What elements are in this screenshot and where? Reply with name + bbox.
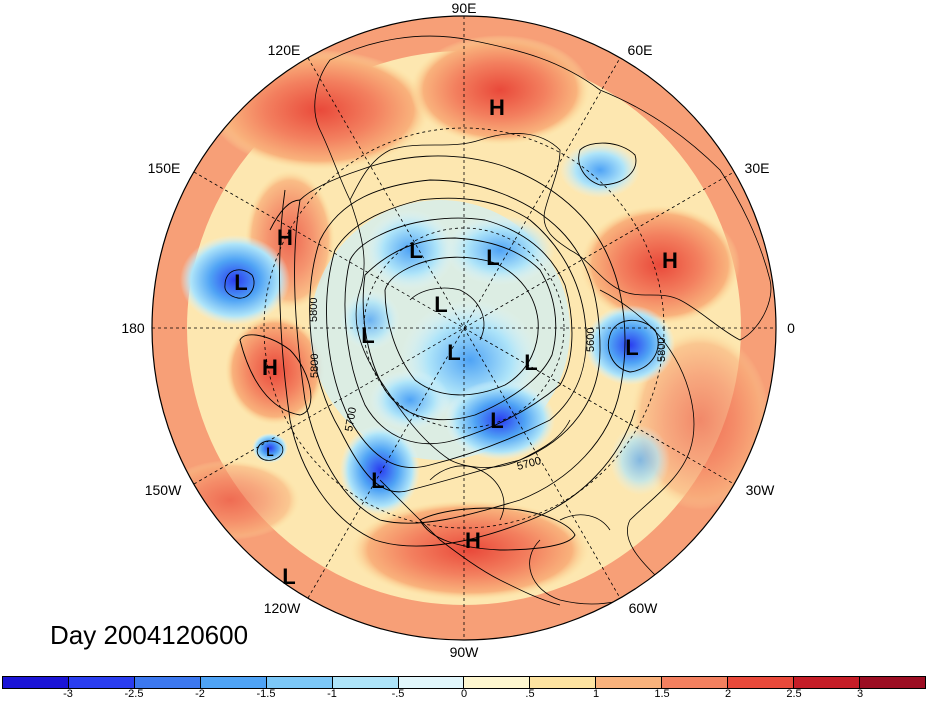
colorbar-tick-label: -2.5 (124, 688, 144, 700)
colorbar-segment (332, 677, 399, 688)
longitude-label: 60W (628, 600, 658, 616)
colorbar-tick-label: -3 (63, 688, 73, 700)
longitude-label: 90E (451, 0, 477, 16)
longitude-label: 90W (449, 644, 479, 660)
colorbar-segment (266, 677, 333, 688)
colorbar-segment (662, 677, 729, 688)
colorbar-segment (530, 677, 597, 688)
contour-label: 5600 (585, 328, 597, 352)
low-center: L (361, 323, 374, 348)
anomaly-field (152, 16, 776, 640)
map-boundary (151, 15, 777, 641)
low-center: L (524, 350, 537, 375)
longitude-label: 60E (627, 42, 653, 58)
low-center: L (409, 238, 422, 263)
longitude-label: 0 (787, 320, 795, 336)
colorbar-tick-label: -1.5 (256, 688, 276, 700)
colorbar-tick-label: 1 (592, 688, 600, 700)
low-center: L (234, 270, 247, 295)
longitude-label: 120E (267, 42, 301, 58)
contour-label-group: 5800 5800 5700 5700 5800 5600 (308, 298, 668, 473)
high-center: H (489, 95, 505, 120)
pressure-centers: H H H H H L L L L L L L L L L L L L (234, 95, 678, 589)
contour-label: 5800 (308, 298, 320, 322)
colorbar-tick-label: 2 (724, 688, 732, 700)
colorbar-tick-label: 2.5 (786, 688, 802, 700)
low-center: L (282, 564, 295, 589)
contour-label: 5800 (309, 354, 321, 378)
colorbar-tick-label: -2 (195, 688, 205, 700)
longitude-label: 30W (745, 482, 775, 498)
low-center: L (434, 292, 447, 317)
longitude-label: 180 (121, 320, 145, 336)
colorbar-segment (68, 677, 135, 688)
colorbar-tick-label: 1.5 (654, 688, 670, 700)
colorbar-segment (134, 677, 201, 688)
high-center: H (277, 225, 293, 250)
low-center: L (266, 445, 273, 459)
graticule (152, 16, 776, 640)
colorbar-segment (728, 677, 795, 688)
colorbar-segment (3, 677, 69, 688)
low-center: L (490, 408, 503, 433)
longitude-label: 150W (144, 482, 182, 498)
colorbar-tick-label: 3 (856, 688, 864, 700)
colorbar-segment (464, 677, 531, 688)
colorbar-tick-label: 0 (460, 688, 468, 700)
colorbar-segment (794, 677, 860, 688)
low-center: L (447, 340, 460, 365)
high-center: H (662, 248, 678, 273)
low-center: L (486, 245, 499, 270)
high-center: H (465, 528, 481, 553)
colorbar (2, 676, 926, 689)
colorbar-segment (200, 677, 267, 688)
height-contours (224, 142, 659, 551)
colorbar-tick-label: .5 (525, 688, 535, 700)
high-center: H (262, 355, 278, 380)
colorbar-tick-label: -1 (327, 688, 337, 700)
longitude-label: 150E (147, 160, 181, 176)
low-center: L (371, 468, 384, 493)
day-title: Day 2004120600 (50, 620, 249, 650)
low-center: L (625, 335, 638, 360)
contour-label: 5800 (656, 338, 668, 362)
longitude-label: 30E (744, 160, 770, 176)
colorbar-segment (596, 677, 663, 688)
contour-label: 5700 (343, 406, 359, 432)
colorbar-segment (859, 677, 925, 688)
colorbar-tick-label: -.5 (391, 688, 405, 700)
longitude-label: 120W (263, 600, 301, 616)
colorbar-segment (398, 677, 465, 688)
